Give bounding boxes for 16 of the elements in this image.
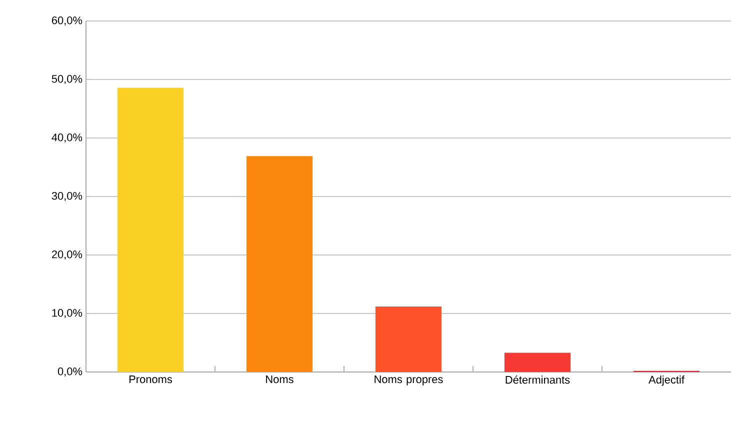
bar (376, 306, 442, 372)
y-tick-label: 40,0% (52, 133, 82, 143)
y-tick-label: 30,0% (52, 192, 82, 202)
bar (118, 88, 184, 372)
x-tick-label: Noms propres (374, 376, 443, 386)
y-tick-label: 20,0% (52, 250, 82, 260)
y-tick-label: 60,0% (52, 16, 82, 26)
bar (504, 352, 571, 372)
x-tick-label: Adjectif (648, 376, 684, 386)
bar (246, 156, 313, 372)
x-tick-label: Déterminants (506, 376, 570, 384)
y-tick-label: 50,0% (52, 74, 82, 84)
y-tick-label: 0,0% (58, 367, 82, 377)
y-tick-label: 10,0% (52, 308, 82, 318)
x-tick-label: Noms (266, 376, 294, 384)
x-tick-label: Pronoms (129, 376, 172, 384)
